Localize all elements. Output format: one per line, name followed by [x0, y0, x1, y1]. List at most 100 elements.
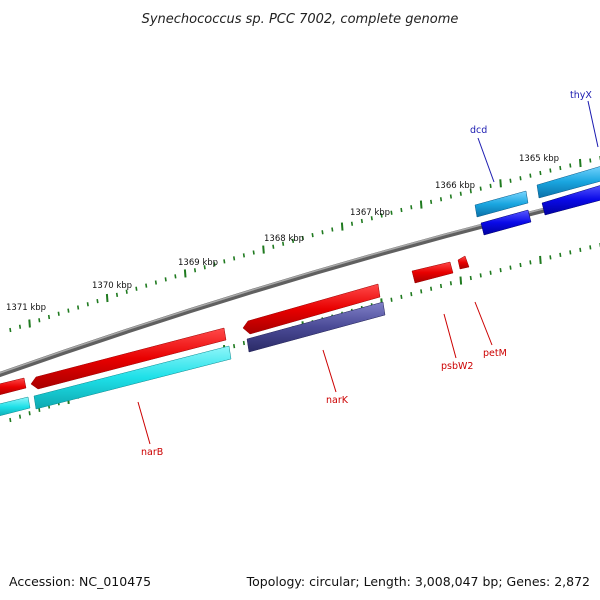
gene-label-narK[interactable]: narK — [326, 395, 349, 406]
gene-feature-left-edge[interactable] — [0, 377, 27, 396]
outer-tick-51 — [509, 178, 512, 183]
leader-thyX — [587, 100, 599, 148]
gene-label-petM[interactable]: petM — [483, 348, 507, 359]
outer-tick-10 — [105, 293, 109, 303]
inner-tick-40 — [400, 294, 403, 300]
gene-feature-psbW2[interactable] — [411, 261, 454, 284]
tick-label-1365: 1365 kbp — [519, 154, 559, 164]
outer-tick-21 — [213, 262, 216, 267]
outer-tick-30 — [301, 235, 304, 241]
outer-tick-22 — [223, 259, 226, 264]
outer-tick-4 — [47, 314, 51, 320]
outer-tick-3 — [38, 318, 41, 323]
gene-label-dcd[interactable]: dcd — [470, 125, 487, 136]
outer-tick-12 — [125, 289, 128, 294]
outer-tick-35 — [350, 221, 354, 226]
gene-feature-narB-reverse[interactable] — [33, 345, 232, 410]
outer-tick-39 — [390, 210, 393, 215]
outer-tick-49 — [489, 183, 492, 189]
outer-tick-28 — [282, 241, 285, 246]
outer-tick-43 — [430, 199, 433, 205]
inner-tick-46 — [459, 276, 463, 285]
outer-tick-9 — [96, 298, 99, 304]
outer-tick-0 — [9, 327, 12, 333]
outer-tick-38 — [380, 213, 383, 218]
outer-tick-48 — [479, 186, 482, 191]
gene-label-psbW2[interactable]: psbW2 — [441, 361, 473, 372]
tick-label-1369: 1369 kbp — [178, 258, 218, 268]
gene-feature-narB[interactable] — [30, 327, 227, 390]
tick-label-1370: 1370 kbp — [92, 281, 132, 291]
inner-tick-57 — [569, 250, 572, 255]
leader-narK — [322, 349, 337, 393]
reverse-strand-features — [0, 165, 600, 417]
outer-tick-33 — [331, 227, 334, 232]
gene-feature-dcd[interactable] — [480, 209, 532, 236]
outer-tick-15 — [154, 280, 157, 285]
gene-feature-thyX-upper[interactable] — [536, 165, 600, 199]
outer-tick-52 — [519, 176, 522, 181]
outer-tick-24 — [242, 253, 245, 258]
tick-label-1368: 1368 kbp — [264, 234, 304, 244]
outer-tick-29 — [291, 238, 295, 244]
outer-tick-18 — [183, 269, 187, 278]
leader-psbW2 — [443, 313, 457, 359]
outer-tick-47 — [469, 189, 472, 194]
inner-tick-23 — [233, 343, 236, 349]
inner-tick-3 — [38, 407, 41, 413]
map-title: Synechococcus sp. PCC 7002, complete gen… — [142, 12, 459, 27]
leader-dcd — [477, 137, 495, 183]
genome-summary-text: Topology: circular; Length: 3,008,047 bp… — [246, 574, 590, 589]
outer-tick-1 — [18, 324, 22, 329]
outer-tick-32 — [321, 230, 324, 235]
inner-tick-0 — [9, 417, 12, 423]
outer-tick-13 — [135, 286, 138, 291]
gene-feature-thyX[interactable] — [541, 184, 600, 216]
tick-label-1371: 1371 kbp — [6, 303, 46, 313]
outer-tick-57 — [569, 163, 572, 168]
tick-row-outer — [9, 156, 600, 333]
inner-tick-2 — [28, 411, 31, 416]
inner-tick-53 — [529, 260, 532, 265]
outer-tick-27 — [272, 244, 275, 249]
accession-text: Accession: NC_010475 — [9, 574, 151, 589]
outer-tick-2 — [28, 319, 31, 328]
gene-labels: thyX dcd narB narK psbW2 petM — [141, 90, 592, 458]
inner-tick-43 — [430, 286, 433, 291]
outer-tick-19 — [193, 268, 197, 273]
outer-tick-58 — [579, 158, 582, 168]
inner-tick-48 — [479, 273, 482, 278]
inner-tick-47 — [469, 275, 472, 281]
inner-tick-59 — [589, 245, 592, 250]
inner-tick-45 — [449, 281, 452, 286]
gene-feature-narK[interactable] — [246, 301, 386, 353]
outer-tick-59 — [589, 158, 592, 163]
gene-label-leaders — [137, 100, 599, 445]
outer-tick-37 — [370, 216, 373, 221]
leader-narB — [137, 401, 151, 445]
outer-tick-8 — [86, 302, 89, 307]
tick-labels: 1365 kbp 1366 kbp 1367 kbp 1368 kbp 1369… — [6, 154, 559, 313]
gene-feature-petM[interactable] — [457, 255, 470, 270]
inner-tick-54 — [539, 255, 542, 264]
outer-tick-53 — [529, 173, 532, 178]
gene-feature-cyan-left-edge[interactable] — [0, 396, 31, 417]
outer-tick-41 — [410, 205, 413, 210]
outer-tick-34 — [340, 222, 344, 231]
inner-tick-44 — [439, 283, 443, 289]
outer-tick-55 — [549, 168, 552, 173]
forward-strand-features — [0, 255, 470, 396]
outer-tick-56 — [559, 165, 562, 171]
gene-label-thyX[interactable]: thyX — [570, 90, 592, 101]
outer-tick-5 — [57, 311, 60, 316]
gene-feature-dcd-upper[interactable] — [474, 190, 529, 218]
outer-tick-6 — [67, 308, 70, 313]
outer-tick-26 — [262, 245, 265, 254]
inner-tick-39 — [390, 297, 393, 302]
inner-tick-55 — [549, 255, 552, 260]
gene-label-narB[interactable]: narB — [141, 447, 163, 458]
outer-tick-7 — [77, 305, 80, 310]
outer-tick-14 — [145, 283, 148, 288]
gene-feature-narK-forward[interactable] — [242, 283, 381, 335]
